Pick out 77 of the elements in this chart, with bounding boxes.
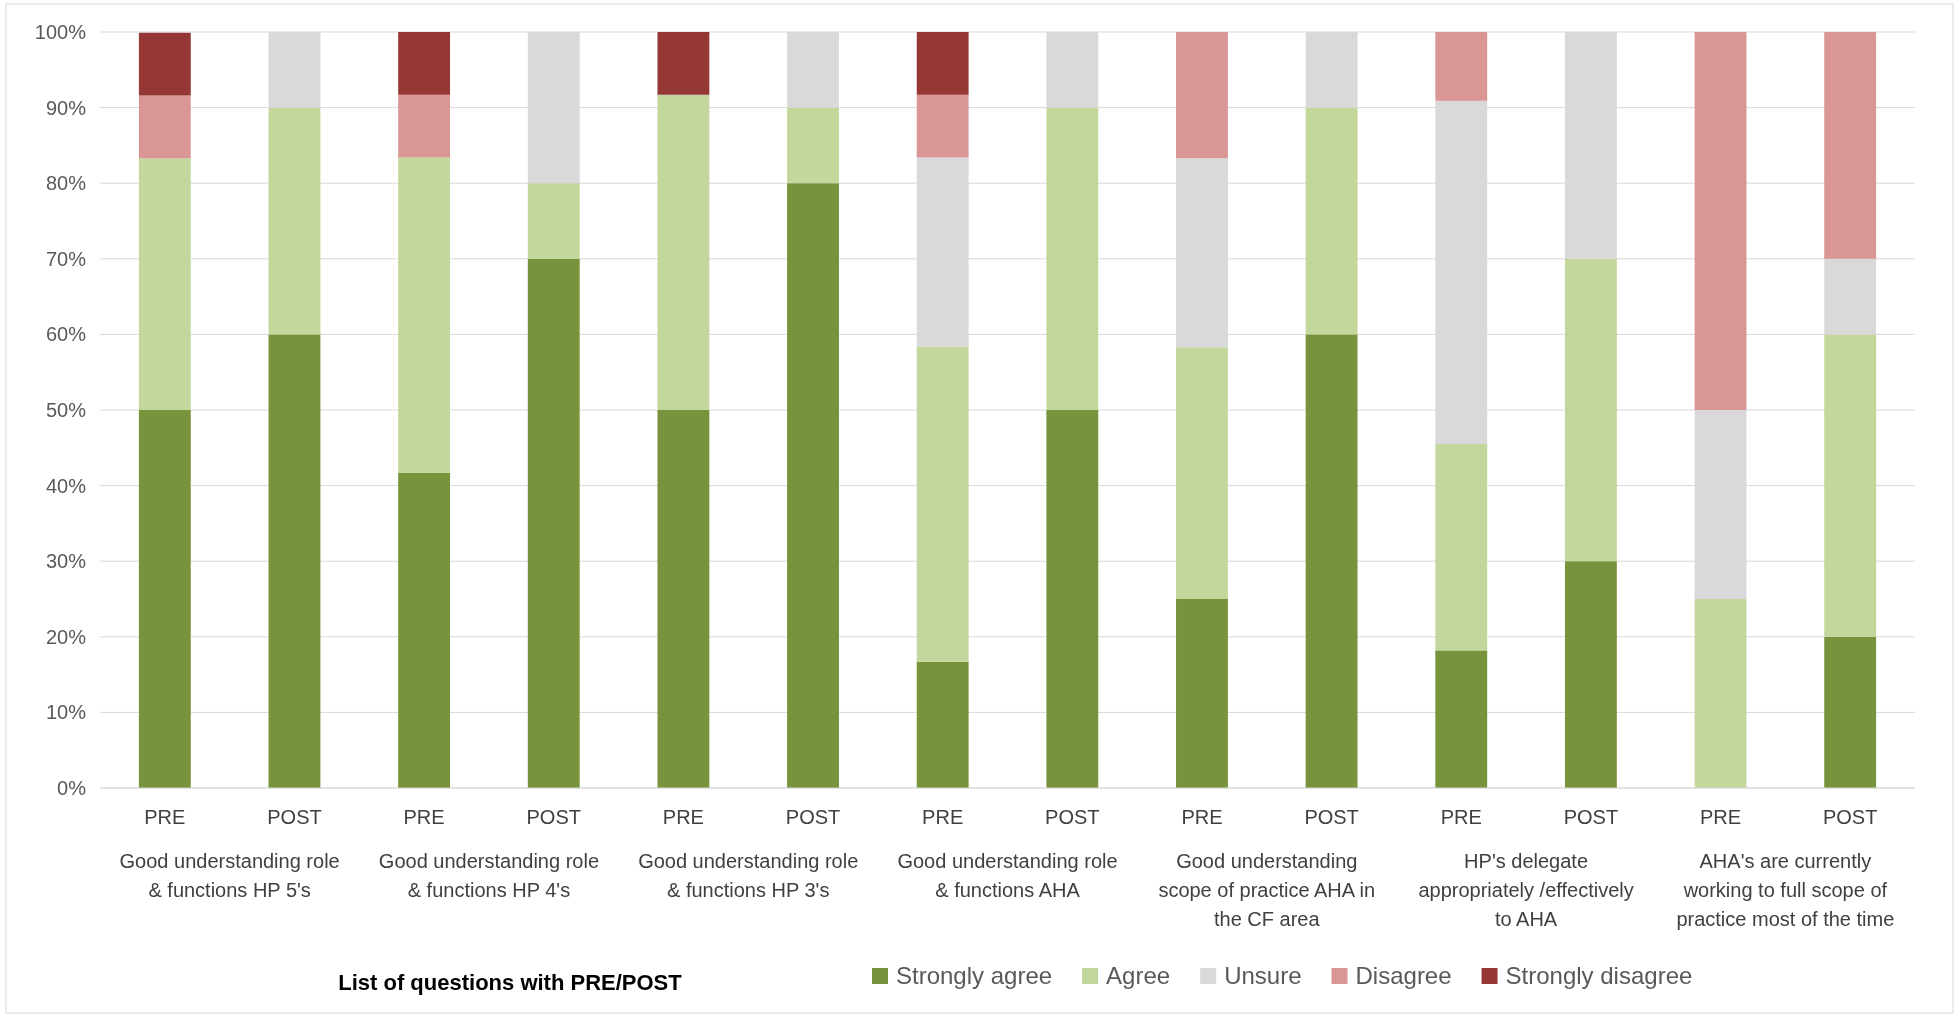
y-tick-label: 30% — [45, 550, 87, 573]
x-tick-label: PRE — [1440, 806, 1482, 828]
legend-label: Agree — [1106, 962, 1171, 989]
text: HP's delegate appropriately /effectively to AHA — [1418, 850, 1634, 930]
bar — [1824, 32, 1877, 259]
bar — [1435, 444, 1488, 651]
x-tick-label: POST — [1304, 806, 1359, 828]
bar — [1176, 599, 1228, 788]
bar — [1564, 561, 1617, 788]
x-tick-label: POST — [1045, 806, 1100, 828]
y-tick-label: 60% — [45, 323, 87, 346]
y-tick-label: 100% — [34, 20, 87, 43]
x-tick-label: POST — [785, 806, 841, 828]
text: Good understanding role & functions HP 3's — [638, 850, 859, 901]
x-tick-label: POST — [526, 806, 581, 828]
y-tick-label: 90% — [45, 96, 87, 119]
x-tick-label: POST — [267, 806, 322, 828]
legend-label: Disagree — [1355, 962, 1452, 989]
bar — [527, 183, 580, 259]
bar — [1046, 410, 1099, 788]
bar — [916, 94, 969, 158]
bar — [1824, 334, 1877, 637]
legend-label: Strongly agree — [896, 962, 1053, 989]
bar — [1694, 32, 1747, 410]
bar — [916, 346, 969, 662]
x-tick-label: PRE — [922, 806, 964, 828]
y-tick-label: 10% — [45, 701, 87, 724]
bar — [1564, 258, 1617, 562]
bar — [787, 107, 839, 184]
bar — [657, 94, 710, 410]
bar — [1305, 107, 1358, 335]
x-tick-label: PRE — [403, 806, 445, 828]
bar — [398, 94, 451, 158]
bar — [398, 157, 451, 473]
bar — [268, 107, 321, 335]
bar — [138, 410, 191, 788]
bar — [1176, 347, 1228, 599]
bar — [398, 32, 451, 95]
bar — [1824, 636, 1877, 788]
x-tick-label: PRE — [144, 806, 186, 828]
text: Good understanding role & functions HP 4's — [378, 850, 600, 901]
bar — [1305, 334, 1358, 788]
x-tick-label: PRE — [1699, 806, 1742, 828]
bar — [787, 183, 839, 788]
bar — [1435, 32, 1488, 101]
bar — [1824, 258, 1877, 335]
legend-label: Unsure — [1224, 962, 1302, 989]
x-tick-label: POST — [1563, 806, 1619, 828]
y-tick-label: 80% — [45, 172, 87, 195]
text: Good understanding role & functions AHA — [897, 850, 1118, 901]
bar — [398, 472, 451, 788]
bar — [1176, 32, 1228, 159]
text: List of questions with PRE/POST — [338, 970, 683, 995]
bar — [138, 32, 191, 96]
bar — [1435, 650, 1488, 788]
bar — [527, 258, 580, 788]
y-tick-label: 20% — [45, 625, 87, 648]
bar — [138, 95, 191, 159]
x-tick-label: PRE — [1181, 806, 1223, 828]
y-tick-label: 40% — [45, 474, 87, 497]
bar — [916, 32, 969, 95]
text: AHA's are currently working to full scope of practice most of the time — [1676, 850, 1895, 930]
bar — [1694, 599, 1747, 788]
bar — [916, 661, 969, 788]
x-tick-label: PRE — [662, 806, 704, 828]
x-tick-label: POST — [1822, 806, 1878, 828]
text: Good understanding scope of practice AHA in the CF area — [1158, 850, 1376, 930]
bar — [138, 158, 191, 410]
y-tick-label: 0% — [57, 776, 87, 799]
legend-label: Strongly disagree — [1505, 962, 1693, 989]
bar — [268, 334, 321, 788]
bar — [1046, 107, 1099, 410]
bar — [657, 32, 710, 95]
bar — [657, 410, 710, 788]
y-tick-label: 70% — [45, 247, 87, 270]
text: Good understanding role & functions HP 5's — [119, 850, 340, 901]
y-tick-label: 50% — [45, 398, 87, 421]
